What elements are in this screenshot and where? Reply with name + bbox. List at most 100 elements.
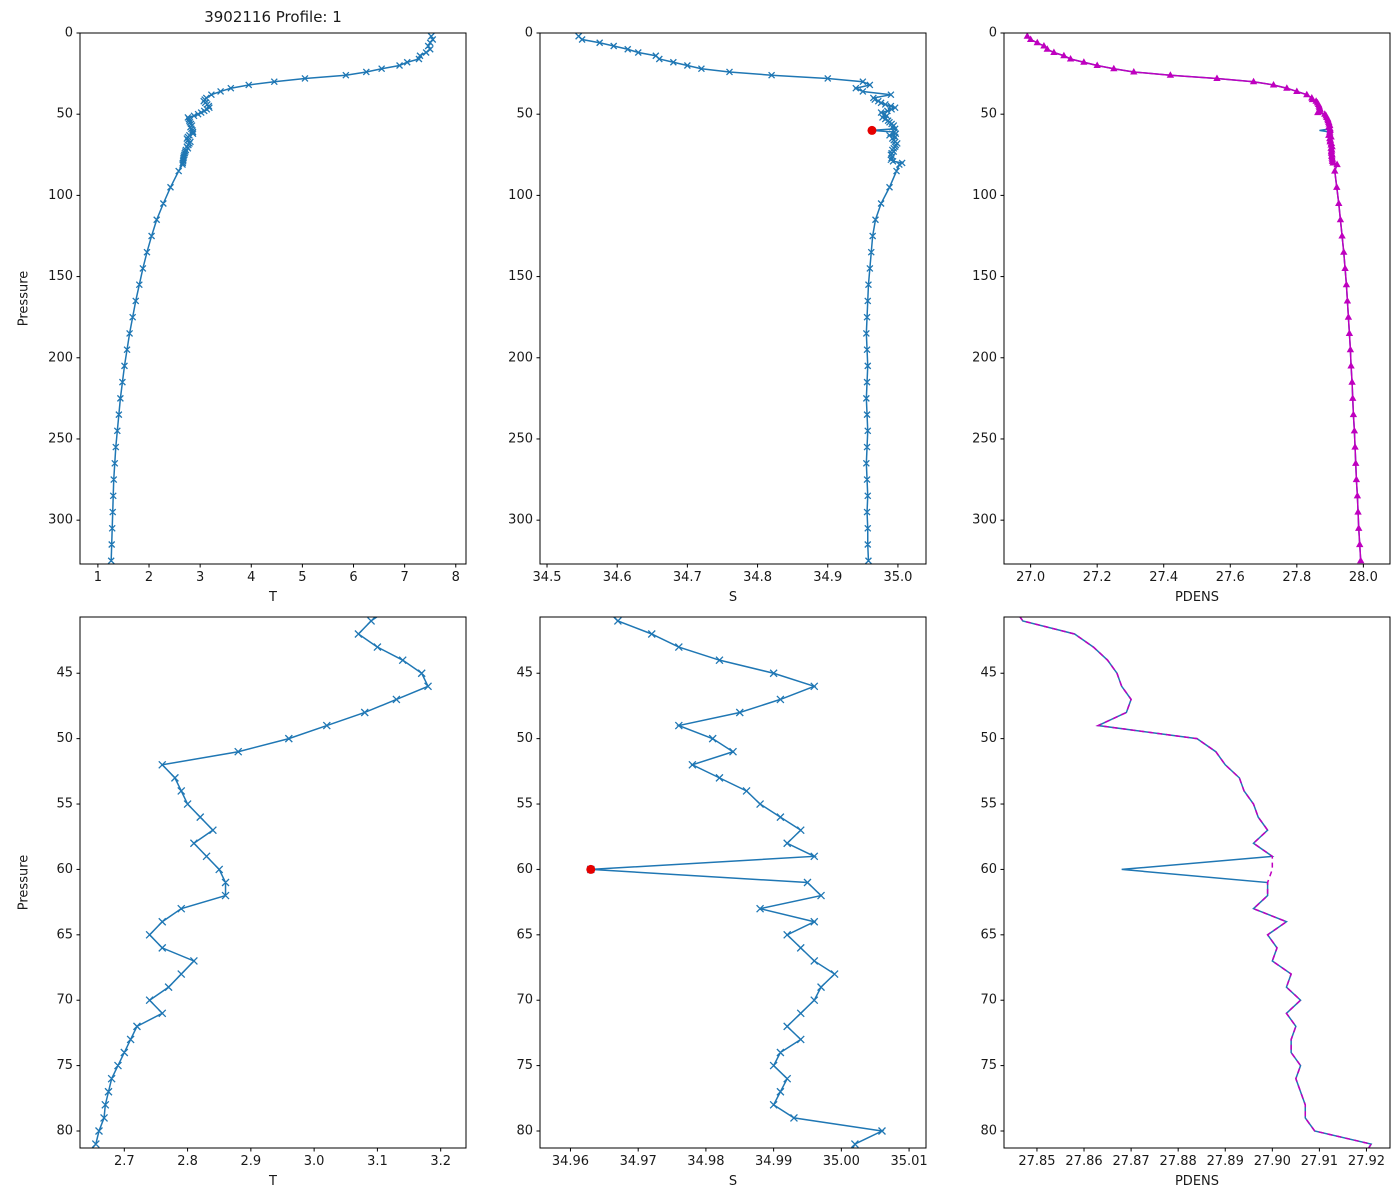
x-tick-label: 35.01 xyxy=(890,1154,927,1169)
axes-spines xyxy=(1003,616,1391,1149)
axes-spines xyxy=(539,616,927,1149)
y-tick-label: 70 xyxy=(56,993,73,1008)
y-tick-label: 200 xyxy=(48,350,73,365)
y-tick-label: 75 xyxy=(980,1058,997,1073)
y-tick-label: 250 xyxy=(972,431,997,446)
y-tick-label: 45 xyxy=(516,666,533,681)
x-axis-label-pdens-full: PDENS xyxy=(1175,590,1219,605)
x-tick-label: 34.99 xyxy=(755,1154,792,1169)
series-line-pdens xyxy=(1019,617,1373,1148)
x-tick-label: 34.6 xyxy=(603,570,632,585)
y-tick-label: 0 xyxy=(65,26,73,41)
y-tick-label: 65 xyxy=(516,927,533,942)
x-markers-s xyxy=(575,33,906,564)
y-tick-label: 150 xyxy=(972,269,997,284)
x-tick-label: 34.9 xyxy=(813,570,842,585)
y-tick-label: 200 xyxy=(508,350,533,365)
subplot-temperature-full: 1 2 3 4 5 6 7 8 0 50 100 150 200 250 300 T Pressure 39021… xyxy=(17,8,467,605)
y-tick-label: 55 xyxy=(516,797,533,812)
x-tick-label: 3 xyxy=(196,570,204,585)
y-tick-label: 300 xyxy=(972,513,997,528)
x-axis-label-salinity-zoom: S xyxy=(729,1174,737,1189)
x-tick-label: 27.89 xyxy=(1207,1154,1244,1169)
x-tick-label: 5 xyxy=(298,570,306,585)
x-tick-label: 34.7 xyxy=(673,570,702,585)
y-tick-label: 80 xyxy=(516,1124,533,1139)
x-tick-label: 34.97 xyxy=(620,1154,657,1169)
subplot-temperature-zoom: 2.7 2.8 2.9 3.0 3.1 3.2 45 50 55 60 65 70 75 80 T Press… xyxy=(17,616,467,1189)
x-tick-label: 27.6 xyxy=(1216,570,1245,585)
x-tick-label: 27.85 xyxy=(1018,1154,1055,1169)
x-tick-label: 8 xyxy=(452,570,460,585)
x-tick-label: 3.2 xyxy=(430,1154,451,1169)
y-tick-label: 0 xyxy=(525,26,533,41)
x-tick-label: 27.91 xyxy=(1301,1154,1338,1169)
y-tick-label: 50 xyxy=(980,107,997,122)
series-line-pdens xyxy=(1026,35,1362,561)
axes-spines xyxy=(1003,32,1391,565)
y-tick-label: 65 xyxy=(56,927,73,942)
axes-spines xyxy=(539,32,927,565)
x-tick-label: 34.96 xyxy=(552,1154,589,1169)
series-line-t xyxy=(91,617,430,1148)
x-axis-label-temperature-full: T xyxy=(268,590,277,605)
y-tick-label: 150 xyxy=(508,269,533,284)
x-markers-t xyxy=(91,617,432,1148)
y-tick-label: 60 xyxy=(516,862,533,877)
y-tick-label: 75 xyxy=(56,1058,73,1073)
y-tick-label: 300 xyxy=(508,513,533,528)
x-tick-label: 6 xyxy=(349,570,357,585)
x-axis-label-temperature-zoom: T xyxy=(268,1174,277,1189)
y-tick-label: 200 xyxy=(972,350,997,365)
y-tick-label: 50 xyxy=(516,731,533,746)
y-tick-label: 70 xyxy=(980,993,997,1008)
series-line-s xyxy=(590,617,885,1148)
y-tick-label: 50 xyxy=(56,107,73,122)
x-tick-label: 27.86 xyxy=(1065,1154,1102,1169)
y-tick-label: 65 xyxy=(980,927,997,942)
flagged-point-marker xyxy=(867,125,877,135)
axes-spines xyxy=(79,32,467,565)
series-line-t xyxy=(110,35,434,561)
x-tick-label: 3.0 xyxy=(304,1154,325,1169)
x-tick-label: 2.7 xyxy=(114,1154,135,1169)
x-tick-label: 27.92 xyxy=(1348,1154,1385,1169)
x-tick-label: 27.90 xyxy=(1254,1154,1291,1169)
x-axis-label-pdens-zoom: PDENS xyxy=(1175,1174,1219,1189)
x-tick-label: 27.0 xyxy=(1016,570,1045,585)
x-tick-label: 27.88 xyxy=(1160,1154,1197,1169)
x-tick-label: 2.8 xyxy=(177,1154,198,1169)
y-tick-label: 60 xyxy=(56,862,73,877)
y-tick-label: 100 xyxy=(508,188,533,203)
series-line-pdens-adjusted xyxy=(1026,35,1362,561)
subplot-pdens-zoom: 27.85 27.86 27.87 27.88 27.89 27.90 27.91 27.92… xyxy=(980,616,1391,1189)
y-tick-label: 50 xyxy=(516,107,533,122)
y-tick-label: 75 xyxy=(516,1058,533,1073)
x-markers-s xyxy=(586,617,886,1148)
axes-spines xyxy=(79,616,467,1149)
y-tick-label: 0 xyxy=(989,26,997,41)
x-tick-label: 35.0 xyxy=(883,570,912,585)
x-tick-label: 27.8 xyxy=(1282,570,1311,585)
y-tick-label: 250 xyxy=(508,431,533,446)
y-tick-label: 150 xyxy=(48,269,73,284)
x-tick-label: 27.87 xyxy=(1112,1154,1149,1169)
x-tick-label: 27.4 xyxy=(1149,570,1178,585)
flagged-point-marker xyxy=(586,864,596,874)
y-tick-label: 80 xyxy=(56,1124,73,1139)
y-tick-label: 60 xyxy=(980,862,997,877)
y-tick-label: 55 xyxy=(980,797,997,812)
subplot-salinity-zoom: 34.96 34.97 34.98 34.99 35.00 35.01 45 50 55 60 65… xyxy=(516,616,928,1189)
subplot-pdens-full: 27.0 27.2 27.4 27.6 27.8 28.0 0 50 100 150 200 250 3… xyxy=(972,26,1391,605)
y-tick-label: 45 xyxy=(980,666,997,681)
y-tick-label: 250 xyxy=(48,431,73,446)
y-axis-label-temperature-zoom: Pressure xyxy=(17,855,32,911)
series-line-pdens-adjusted xyxy=(1019,617,1373,1148)
x-tick-label: 34.5 xyxy=(533,570,562,585)
y-tick-label: 100 xyxy=(972,188,997,203)
x-tick-label: 4 xyxy=(247,570,255,585)
y-tick-label: 70 xyxy=(516,993,533,1008)
y-tick-label: 55 xyxy=(56,797,73,812)
